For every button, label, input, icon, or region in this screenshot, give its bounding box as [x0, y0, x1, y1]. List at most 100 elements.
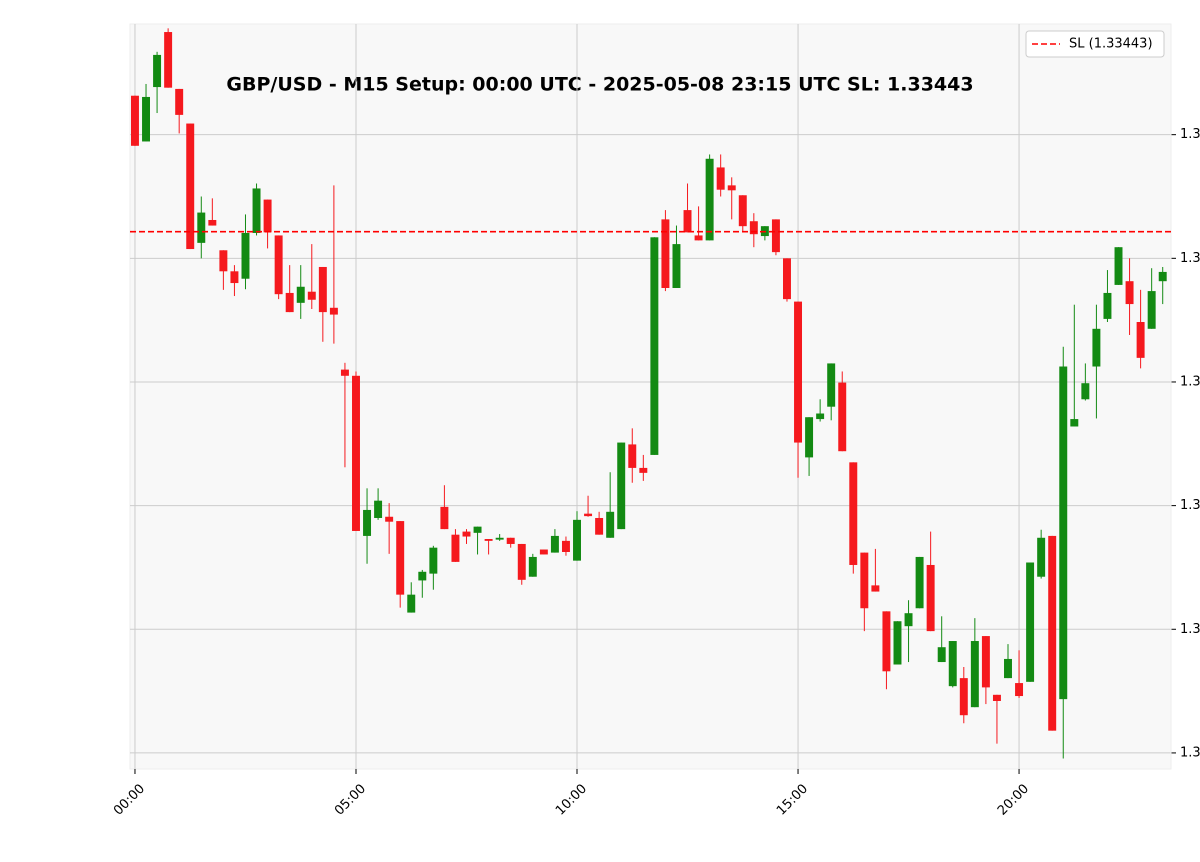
candle-body: [418, 571, 427, 581]
candle-body: [296, 286, 305, 303]
candle-body: [959, 678, 968, 716]
candle-body: [672, 244, 681, 288]
candle-body: [705, 158, 714, 241]
y-tick-label: 1.3: [1180, 127, 1200, 142]
candle-body: [595, 517, 604, 535]
x-tick-label: 20:00: [995, 781, 1032, 818]
candle-body: [285, 292, 294, 313]
y-tick-label: 1.3: [1180, 498, 1200, 513]
candle-body: [462, 531, 471, 537]
candle-body: [1015, 683, 1024, 697]
candle-body: [440, 506, 449, 530]
candle-body: [1103, 292, 1112, 319]
candle-body: [385, 516, 394, 522]
candle-body: [550, 535, 559, 553]
candle-body: [816, 413, 825, 420]
legend-box: [1025, 30, 1165, 58]
legend: SL (1.33443): [1025, 30, 1165, 58]
candle-body: [617, 442, 626, 530]
candle-body: [473, 526, 482, 533]
candle-body: [197, 212, 206, 243]
candle-body: [783, 258, 791, 300]
candle-body: [1147, 291, 1156, 329]
candle-body: [307, 291, 316, 300]
candle-body: [506, 537, 515, 544]
candle-body: [860, 552, 869, 609]
candle-body: [363, 509, 372, 536]
candle-body: [937, 647, 946, 663]
candle-body: [252, 188, 261, 233]
candle-body: [1158, 271, 1167, 282]
candle-body: [539, 549, 548, 555]
candle-body: [573, 519, 581, 561]
candle-body: [1048, 535, 1057, 731]
candle-body: [794, 301, 803, 443]
candle-body: [219, 250, 228, 272]
candle-body: [1114, 247, 1123, 285]
candle-body: [274, 235, 283, 295]
candle-body: [628, 444, 637, 468]
candle-body: [838, 382, 847, 452]
candle-body: [981, 636, 990, 688]
candle-body: [738, 195, 747, 227]
candle-body: [904, 613, 913, 627]
candle-body: [1081, 383, 1090, 400]
candle-body: [130, 95, 139, 146]
candle-body: [992, 694, 1001, 701]
candle-body: [716, 167, 725, 190]
candle-body: [882, 611, 891, 672]
x-tick-label: 05:00: [332, 781, 369, 818]
candle-body: [694, 235, 703, 241]
candle-body: [1092, 328, 1101, 367]
y-tick-label: 1.3: [1180, 745, 1200, 760]
candle-body: [1059, 366, 1068, 700]
candle-body: [915, 556, 924, 609]
candle-body: [1026, 562, 1035, 682]
candle-body: [1037, 537, 1046, 577]
candle-body: [407, 594, 416, 613]
x-tick-label: 15:00: [774, 781, 811, 818]
candle-body: [926, 564, 935, 632]
candle-body: [429, 547, 438, 574]
candle-body: [329, 307, 338, 315]
y-tick-label: 1.3: [1180, 622, 1200, 637]
candle-body: [561, 540, 570, 552]
candle-body: [186, 123, 195, 250]
candle-body: [517, 543, 526, 580]
candle-body: [683, 210, 692, 233]
candle-body: [1136, 322, 1145, 358]
candle-body: [396, 521, 405, 595]
candle-body: [528, 556, 537, 577]
candle-body: [661, 219, 670, 288]
candle-body: [164, 32, 173, 88]
candle-body: [142, 96, 151, 142]
candle-body: [849, 462, 858, 565]
y-tick-label: 1.3: [1180, 374, 1200, 389]
candle-body: [318, 266, 327, 313]
candle-body: [230, 271, 239, 284]
candle-body: [451, 534, 460, 562]
chart-title: GBP/USD - M15 Setup: 00:00 UTC - 2025-05…: [226, 74, 973, 96]
candle-body: [893, 621, 902, 665]
candle-body: [1070, 419, 1079, 427]
x-tick-label: 00:00: [111, 781, 148, 818]
y-tick-label: 1.3: [1180, 251, 1200, 266]
candle-body: [175, 88, 184, 115]
candle-body: [871, 585, 880, 592]
candle-body: [606, 511, 615, 538]
candle-body: [374, 500, 383, 518]
candle-body: [208, 219, 217, 226]
candle-body: [584, 513, 593, 517]
candle-body: [727, 185, 736, 191]
candle-body: [1004, 658, 1012, 679]
candle-body: [340, 369, 349, 376]
candle-body: [352, 375, 360, 531]
candle-body: [948, 641, 957, 687]
candle-body: [263, 199, 272, 233]
candle-body: [749, 221, 758, 235]
candle-body: [153, 54, 162, 88]
x-tick-label: 10:00: [553, 781, 590, 818]
candle-body: [650, 237, 659, 455]
